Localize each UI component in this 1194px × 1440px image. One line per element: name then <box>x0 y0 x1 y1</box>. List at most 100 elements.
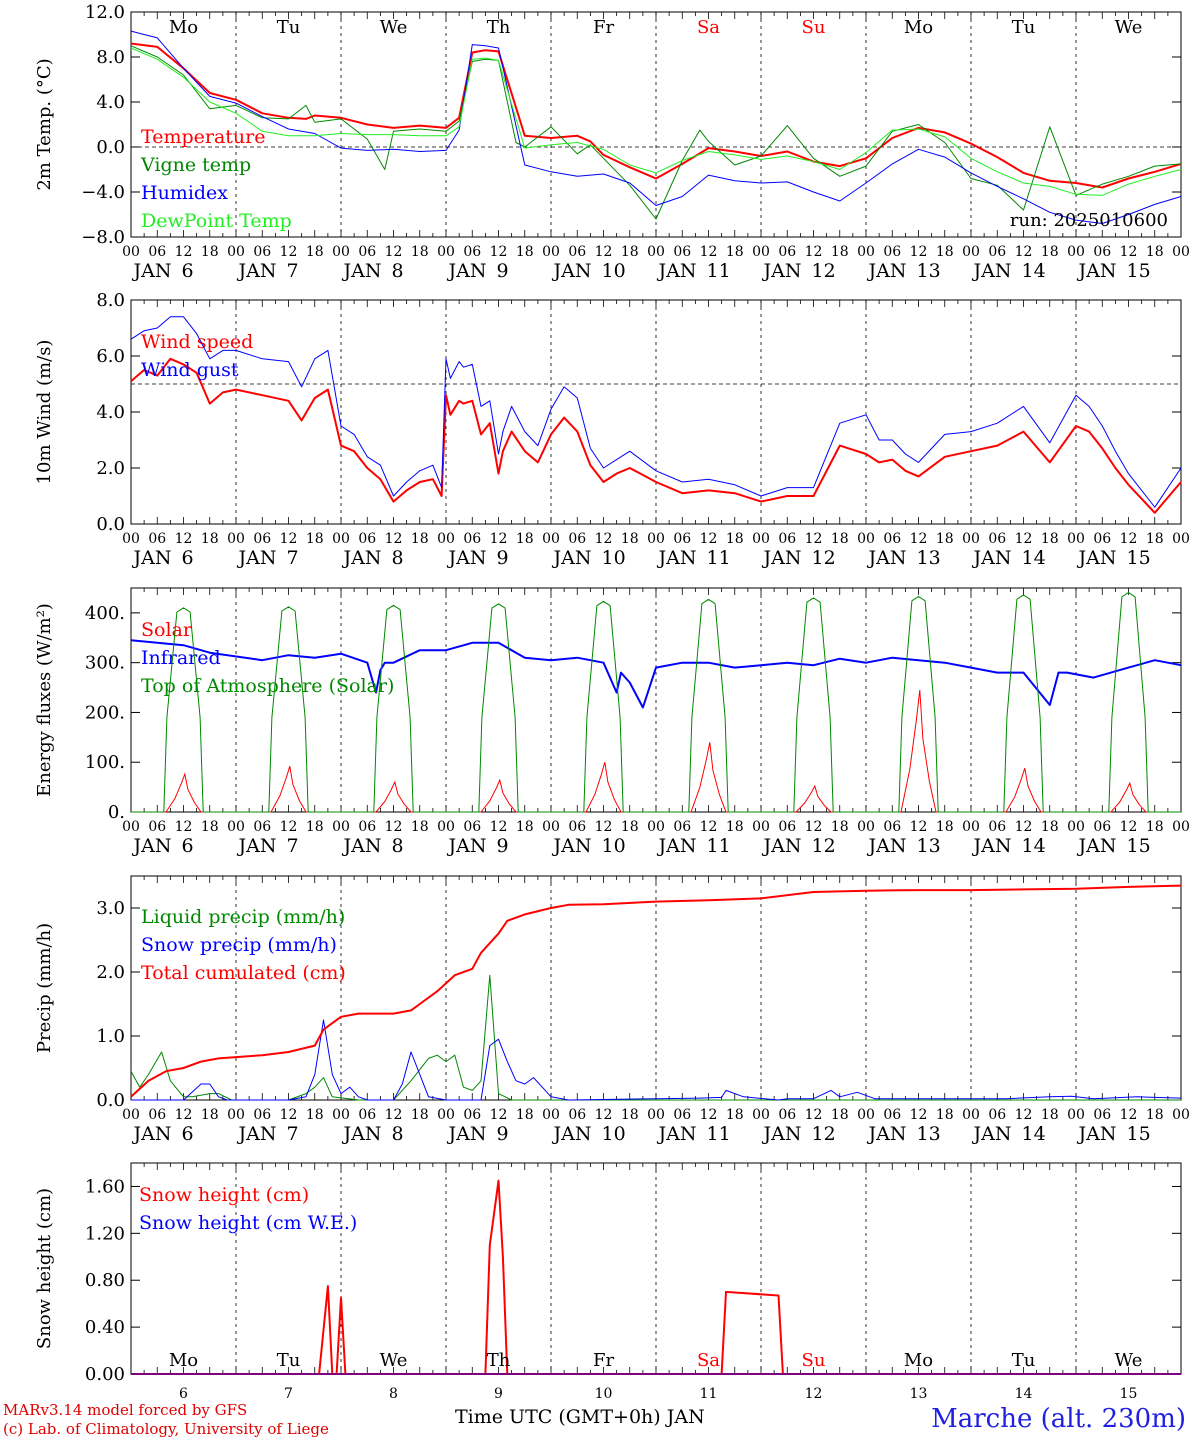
hour-tick-label: 06 <box>883 819 901 835</box>
month-label: JAN <box>237 260 277 282</box>
hour-tick-label: 06 <box>463 531 481 547</box>
hour-tick-label: 12 <box>595 1107 613 1123</box>
hour-tick-label: 06 <box>463 1107 481 1123</box>
date-label: 9 <box>497 547 509 569</box>
hour-tick-label: 12 <box>1015 819 1033 835</box>
hour-tick-label: 00 <box>542 244 560 260</box>
y-tick-label: 8.0 <box>96 47 125 68</box>
hour-tick-label: 06 <box>778 819 796 835</box>
y-tick-label: 4.0 <box>96 92 125 113</box>
month-label: JAN <box>552 547 592 569</box>
date-label: 12 <box>812 835 836 857</box>
y-tick-label: 12.0 <box>85 2 125 23</box>
hour-tick-label: 00 <box>542 531 560 547</box>
month-label: JAN <box>237 547 277 569</box>
date-label: 13 <box>910 1386 928 1402</box>
date-label: 10 <box>595 1386 613 1402</box>
month-label: JAN <box>972 1123 1012 1145</box>
hour-tick-label: 06 <box>673 531 691 547</box>
hour-tick-label: 12 <box>175 531 193 547</box>
hour-tick-label: 06 <box>778 244 796 260</box>
y-tick-label: 0.40 <box>85 1317 125 1338</box>
weekday-label: Mo <box>169 17 198 38</box>
hour-tick-label: 06 <box>148 1107 166 1123</box>
hour-tick-label: 06 <box>673 1107 691 1123</box>
weekday-label: Mo <box>904 1350 933 1371</box>
month-label: JAN <box>762 1123 802 1145</box>
hour-tick-label: 06 <box>1093 244 1111 260</box>
date-label: 8 <box>392 260 404 282</box>
month-label: JAN <box>1077 260 1117 282</box>
hour-tick-label: 00 <box>752 531 770 547</box>
series-line <box>130 357 1182 514</box>
hour-tick-label: 06 <box>148 244 166 260</box>
date-label: 15 <box>1120 1386 1138 1402</box>
hour-tick-label: 00 <box>122 531 140 547</box>
month-label: JAN <box>867 1123 907 1145</box>
hour-tick-label: 12 <box>175 1107 193 1123</box>
hour-tick-label: 00 <box>437 244 455 260</box>
hour-tick-label: 18 <box>516 244 534 260</box>
weekday-label: We <box>380 17 408 38</box>
y-tick-label: 0.0 <box>96 1090 125 1111</box>
hour-tick-label: 00 <box>752 244 770 260</box>
hour-tick-label: 12 <box>1120 244 1138 260</box>
hour-tick-label: 18 <box>1146 244 1164 260</box>
y-tick-label: 0.0 <box>96 514 125 535</box>
y-axis-title: Snow height (cm) <box>34 1188 55 1349</box>
date-label: 7 <box>287 835 299 857</box>
weekday-label: Tu <box>277 17 301 38</box>
date-label: 9 <box>497 260 509 282</box>
hour-tick-label: 12 <box>280 819 298 835</box>
hour-tick-label: 18 <box>201 244 219 260</box>
legend-entry: Snow precip (mm/h) <box>141 934 337 956</box>
y-tick-label: 4.0 <box>96 402 125 423</box>
date-label: 10 <box>602 835 626 857</box>
hour-tick-label: 06 <box>883 1107 901 1123</box>
hour-tick-label: 06 <box>358 244 376 260</box>
hour-tick-label: 00 <box>1172 819 1190 835</box>
date-label: 14 <box>1022 1123 1046 1145</box>
hour-tick-label: 00 <box>437 531 455 547</box>
series-line <box>130 639 1182 709</box>
date-label: 14 <box>1022 260 1046 282</box>
legend-entry: Total cumulated (cm) <box>141 962 346 984</box>
date-label: 11 <box>700 1386 718 1402</box>
hour-tick-label: 00 <box>647 819 665 835</box>
run-label: run: 2025010600 <box>1010 210 1168 231</box>
month-label: JAN <box>972 260 1012 282</box>
date-label: 7 <box>284 1386 293 1402</box>
date-label: 15 <box>1127 547 1151 569</box>
hour-tick-label: 00 <box>1067 819 1085 835</box>
legend-entry: Top of Atmosphere (Solar) <box>141 675 394 697</box>
y-tick-label: 1.0 <box>96 1026 125 1047</box>
date-label: 6 <box>179 1386 188 1402</box>
month-label: JAN <box>132 547 172 569</box>
month-label: JAN <box>132 1123 172 1145</box>
hour-tick-label: 12 <box>595 244 613 260</box>
y-tick-label: −8.0 <box>81 227 125 248</box>
month-label: JAN <box>237 835 277 857</box>
hour-tick-label: 18 <box>936 244 954 260</box>
y-tick-label: −4.0 <box>81 182 125 203</box>
legend-entry: Solar <box>141 619 193 641</box>
hour-tick-label: 12 <box>385 1107 403 1123</box>
hour-tick-label: 12 <box>910 531 928 547</box>
date-label: 15 <box>1127 835 1151 857</box>
month-label: JAN <box>1077 1123 1117 1145</box>
hour-tick-label: 18 <box>411 244 429 260</box>
hour-tick-label: 00 <box>647 244 665 260</box>
month-label: JAN <box>867 547 907 569</box>
y-tick-label: 2.0 <box>96 458 125 479</box>
hour-tick-label: 18 <box>1041 1107 1059 1123</box>
hour-tick-label: 00 <box>122 244 140 260</box>
hour-tick-label: 00 <box>227 531 245 547</box>
hour-tick-label: 06 <box>778 1107 796 1123</box>
series-line <box>130 45 1182 220</box>
y-tick-label: 200. <box>85 702 125 723</box>
date-label: 15 <box>1127 260 1151 282</box>
y-tick-label: 1.20 <box>85 1223 125 1244</box>
hour-tick-label: 12 <box>1015 244 1033 260</box>
hour-tick-label: 18 <box>831 819 849 835</box>
hour-tick-label: 18 <box>306 819 324 835</box>
